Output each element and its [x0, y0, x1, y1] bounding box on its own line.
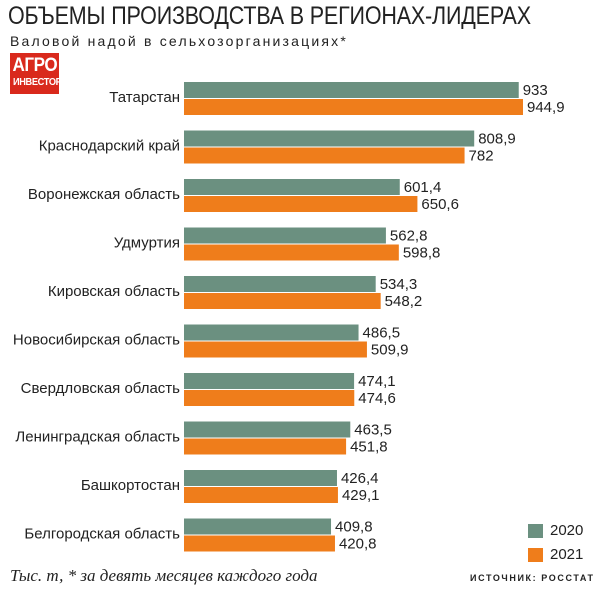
bar-2020-cat-9 — [184, 518, 332, 535]
legend-item-2021: 2021 — [528, 546, 595, 566]
bar-2021-cat-1 — [184, 147, 465, 164]
category-label-cat-8: Башкортостан — [81, 477, 180, 494]
footnote: Тыс. т, * за девять месяцев каждого года — [10, 566, 318, 585]
value-label-2021-cat-9: 420,8 — [339, 536, 377, 553]
bar-2021-cat-7 — [184, 438, 347, 455]
category-label-cat-3: Удмуртия — [114, 235, 180, 252]
value-label-2021-cat-3: 598,8 — [403, 245, 441, 262]
bar-2021-cat-5 — [184, 341, 367, 358]
bar-2021-cat-3 — [184, 244, 399, 261]
bar-2020-cat-1 — [184, 130, 475, 147]
value-label-2020-cat-3: 562,8 — [390, 228, 428, 245]
legend-swatch-2021 — [528, 548, 543, 562]
bar-2021-cat-6 — [184, 390, 355, 406]
value-label-2020-cat-9: 409,8 — [335, 519, 373, 536]
value-label-2021-cat-4: 548,2 — [385, 293, 423, 310]
category-label-cat-9: Белгородская область — [24, 526, 180, 543]
value-label-2020-cat-1: 808,9 — [478, 131, 516, 148]
category-label-cat-7: Ленинградская область — [15, 429, 180, 446]
value-label-2021-cat-7: 451,8 — [350, 439, 388, 456]
value-label-2021-cat-6: 474,6 — [358, 390, 396, 407]
bar-2020-cat-3 — [184, 227, 386, 244]
legend-label-2020: 2020 — [550, 522, 584, 539]
bar-2020-cat-0 — [184, 82, 519, 98]
category-label-cat-4: Кировская область — [48, 283, 180, 300]
bar-2021-cat-2 — [184, 196, 418, 212]
bar-2020-cat-4 — [184, 276, 376, 292]
value-label-2020-cat-8: 426,4 — [341, 470, 379, 487]
bar-2021-cat-0 — [184, 99, 523, 115]
legend-swatch-2020 — [528, 524, 543, 538]
legend-item-2020: 2020 — [528, 522, 595, 542]
bar-2020-cat-2 — [184, 179, 400, 195]
category-label-cat-2: Воронежская область — [28, 186, 180, 203]
value-label-2021-cat-8: 429,1 — [342, 487, 380, 504]
category-label-cat-0: Татарстан — [109, 89, 180, 106]
bar-2021-cat-8 — [184, 487, 338, 503]
category-label-cat-6: Свердловская область — [21, 380, 181, 397]
bar-2020-cat-6 — [184, 373, 355, 389]
logo-line-2: ИНВЕСТОР — [12, 76, 62, 88]
value-label-2021-cat-5: 509,9 — [371, 342, 409, 359]
legend-label-2021: 2021 — [550, 546, 584, 563]
value-label-2021-cat-1: 782 — [469, 148, 494, 165]
bar-2020-cat-8 — [184, 470, 337, 486]
value-label-2020-cat-4: 534,3 — [380, 276, 418, 293]
chart-subtitle: Валовой надой в сельхозорганизациях* — [10, 33, 349, 49]
chart-title: ОБЪЕМЫ ПРОИЗВОДСТВА В РЕГИОНАХ-ЛИДЕРАХ — [8, 2, 531, 30]
value-label-2021-cat-2: 650,6 — [421, 196, 459, 213]
value-label-2020-cat-5: 486,5 — [363, 325, 401, 342]
value-label-2020-cat-0: 933 — [523, 82, 548, 99]
bar-2021-cat-4 — [184, 293, 381, 309]
value-label-2020-cat-7: 463,5 — [354, 422, 392, 439]
bar-2021-cat-9 — [184, 535, 335, 552]
source-credit: ИСТОЧНИК: РОССТАТ — [470, 573, 595, 583]
category-label-cat-1: Краснодарский край — [39, 138, 180, 155]
value-label-2021-cat-0: 944,9 — [527, 99, 565, 116]
bar-2020-cat-5 — [184, 324, 359, 341]
logo-line-1: АГРО — [12, 55, 58, 76]
value-label-2020-cat-2: 601,4 — [404, 179, 442, 196]
agroinvestor-logo: АГРО ИНВЕСТОР — [10, 53, 62, 94]
bar-2020-cat-7 — [184, 421, 351, 438]
category-label-cat-5: Новосибирская область — [13, 332, 180, 349]
value-label-2020-cat-6: 474,1 — [358, 373, 396, 390]
